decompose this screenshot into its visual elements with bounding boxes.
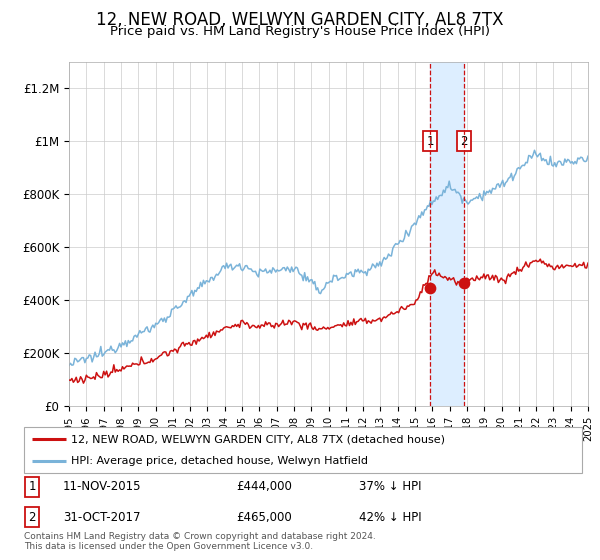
Text: 31-OCT-2017: 31-OCT-2017 [63, 511, 140, 524]
Text: 42% ↓ HPI: 42% ↓ HPI [359, 511, 421, 524]
Text: 1: 1 [29, 480, 36, 493]
Text: Price paid vs. HM Land Registry's House Price Index (HPI): Price paid vs. HM Land Registry's House … [110, 25, 490, 38]
Bar [430, 62, 464, 406]
Text: 1: 1 [427, 134, 434, 148]
Text: 11-NOV-2015: 11-NOV-2015 [63, 480, 142, 493]
Text: 37% ↓ HPI: 37% ↓ HPI [359, 480, 421, 493]
Point [459, 278, 469, 287]
Point [425, 284, 435, 293]
Text: £444,000: £444,000 [236, 480, 292, 493]
Text: 12, NEW ROAD, WELWYN GARDEN CITY, AL8 7TX: 12, NEW ROAD, WELWYN GARDEN CITY, AL8 7T… [96, 11, 504, 29]
Text: Contains HM Land Registry data © Crown copyright and database right 2024.
This d: Contains HM Land Registry data © Crown c… [24, 532, 376, 552]
Text: 12, NEW ROAD, WELWYN GARDEN CITY, AL8 7TX (detached house): 12, NEW ROAD, WELWYN GARDEN CITY, AL8 7T… [71, 434, 445, 444]
Text: 2: 2 [29, 511, 36, 524]
Text: £465,000: £465,000 [236, 511, 292, 524]
Text: HPI: Average price, detached house, Welwyn Hatfield: HPI: Average price, detached house, Welw… [71, 456, 368, 466]
FancyBboxPatch shape [24, 427, 582, 473]
Text: 2: 2 [460, 134, 468, 148]
